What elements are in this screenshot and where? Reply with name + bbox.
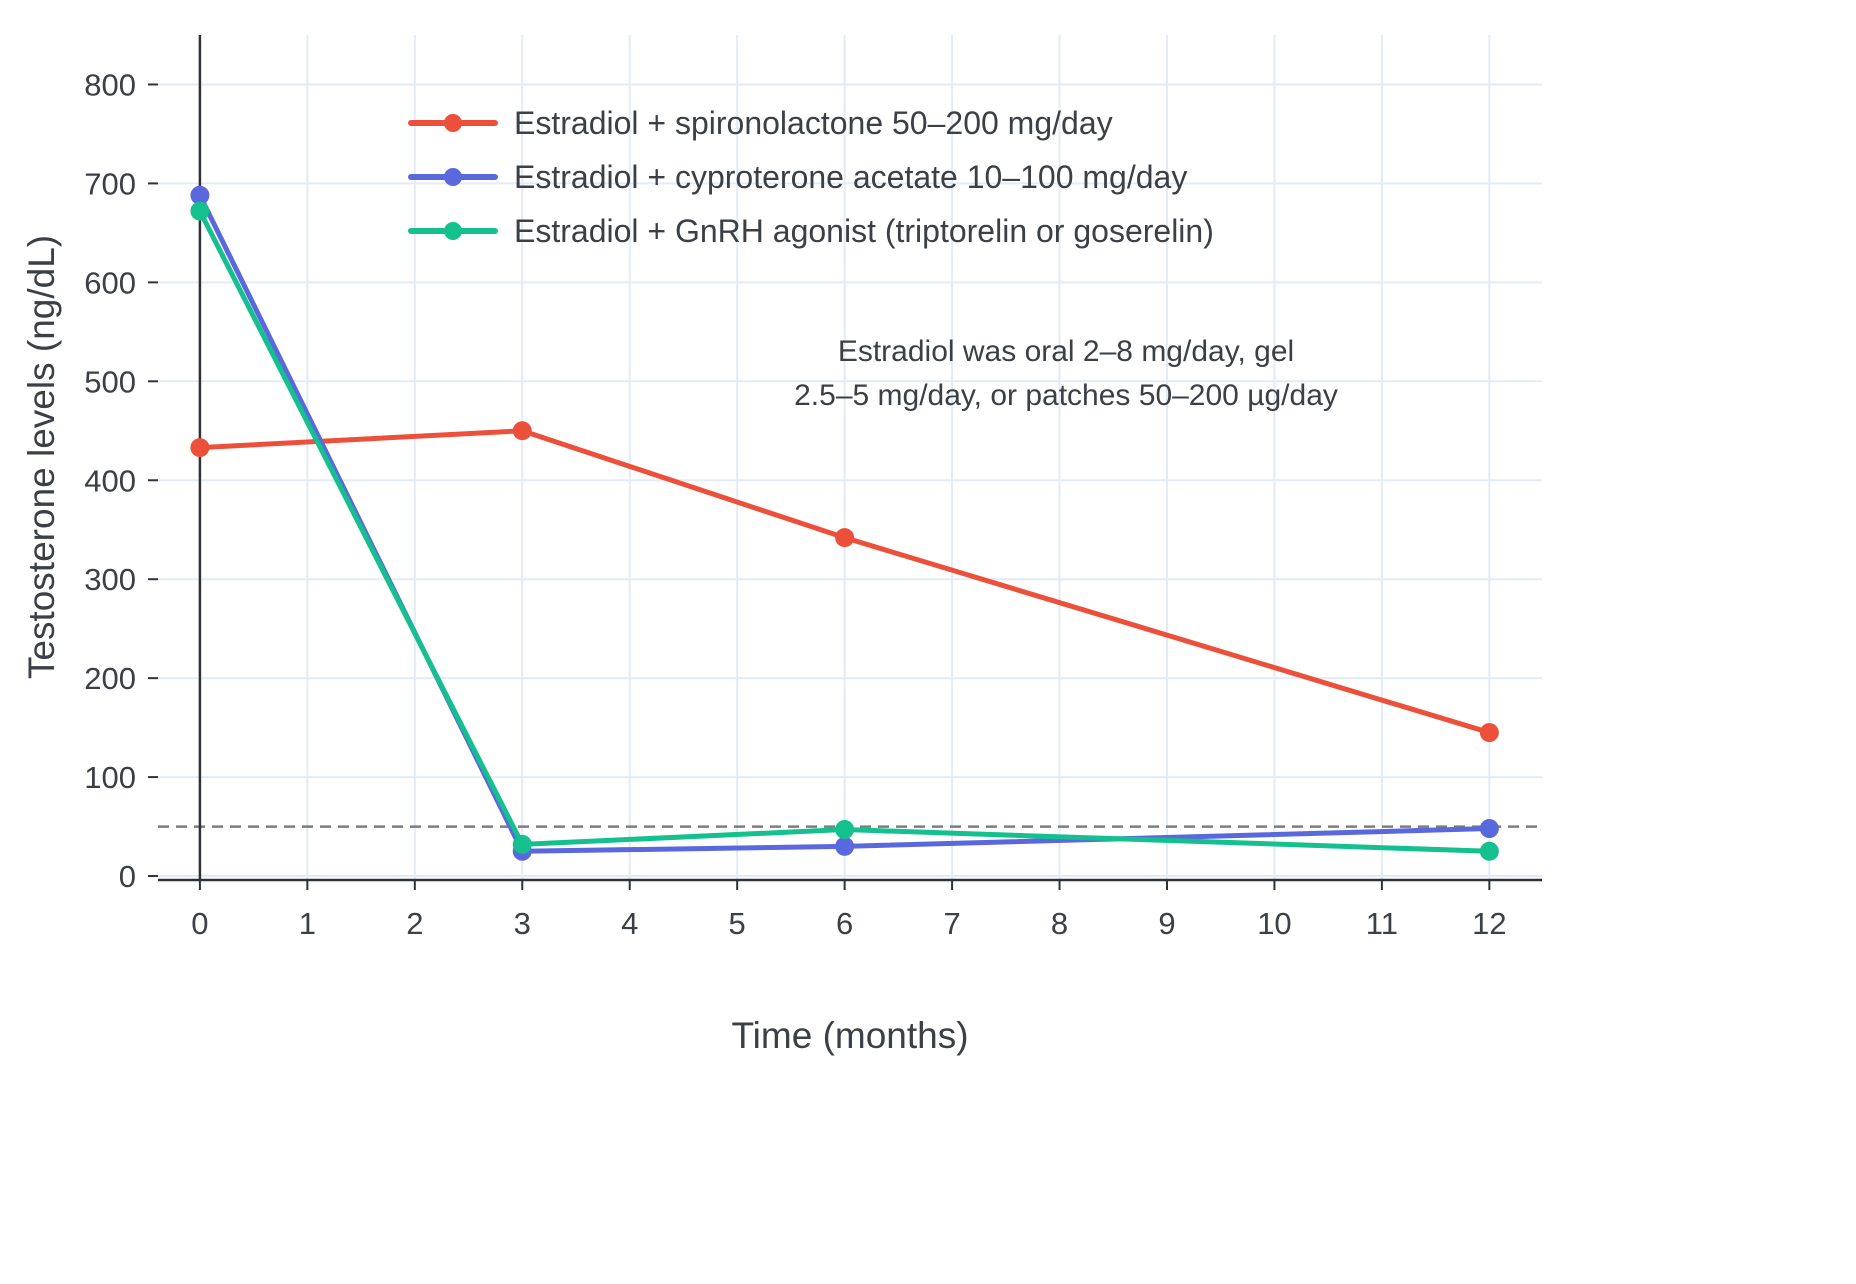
y-tick-label: 500 [84, 364, 136, 399]
x-tick-label: 10 [1257, 906, 1291, 941]
series-line-0 [197, 428, 1492, 736]
data-point [1479, 841, 1499, 861]
data-point [1479, 723, 1499, 743]
data-point [1479, 819, 1499, 839]
data-point [835, 528, 855, 548]
x-tick-label: 2 [406, 906, 423, 941]
legend-label: Estradiol + spironolactone 50–200 mg/day [514, 104, 1113, 141]
x-tick-label: 11 [1366, 906, 1398, 941]
data-point [190, 185, 210, 205]
legend-item: Estradiol + cyproterone acetate 10–100 m… [408, 155, 1214, 199]
x-tick-label: 1 [299, 906, 316, 941]
x-axis-title: Time (months) [731, 1015, 969, 1056]
annotation: Estradiol was oral 2–8 mg/day, gel 2.5–5… [783, 330, 1349, 417]
x-tick-label: 3 [514, 906, 531, 941]
legend-dot-icon [444, 114, 462, 132]
legend-dot-icon [444, 222, 462, 240]
data-point [190, 438, 210, 458]
x-tick-label: 5 [729, 906, 746, 941]
series-line-2 [197, 208, 1492, 854]
annotation-line: 2.5–5 mg/day, or patches 50–200 µg/day [794, 378, 1338, 412]
y-tick-label: 400 [84, 463, 136, 498]
legend-item: Estradiol + GnRH agonist (triptorelin or… [408, 209, 1214, 253]
x-tick-label: 8 [1051, 906, 1068, 941]
y-tick-label: 300 [84, 562, 136, 597]
y-tick-label: 600 [84, 265, 136, 300]
legend-dot-icon [444, 168, 462, 186]
y-tick-label: 100 [84, 760, 136, 795]
x-tick-label: 0 [191, 906, 208, 941]
y-axis-title: Testosterone levels (ng/dL) [21, 234, 62, 680]
legend-label: Estradiol + GnRH agonist (triptorelin or… [514, 212, 1214, 249]
legend-swatch [408, 113, 498, 133]
x-tick-label: 6 [836, 906, 853, 941]
x-tick-label: 12 [1472, 906, 1506, 941]
y-tick-label: 800 [84, 67, 136, 102]
data-point [835, 820, 855, 840]
legend-item: Estradiol + spironolactone 50–200 mg/day [408, 101, 1214, 145]
x-tick-label: 9 [1158, 906, 1175, 941]
y-tick-label: 200 [84, 661, 136, 696]
y-tick-label: 700 [84, 166, 136, 201]
legend-swatch [408, 221, 498, 241]
x-tick-label: 4 [621, 906, 638, 941]
legend-swatch [408, 167, 498, 187]
x-tick-label: 7 [943, 906, 960, 941]
legend: Estradiol + spironolactone 50–200 mg/day… [408, 101, 1214, 253]
data-point [190, 201, 210, 221]
data-point [835, 836, 855, 856]
y-tick-label: 0 [119, 859, 136, 894]
legend-label: Estradiol + cyproterone acetate 10–100 m… [514, 158, 1188, 195]
annotation-line: Estradiol was oral 2–8 mg/day, gel [837, 335, 1295, 368]
data-point [512, 421, 532, 441]
data-point [512, 834, 532, 854]
